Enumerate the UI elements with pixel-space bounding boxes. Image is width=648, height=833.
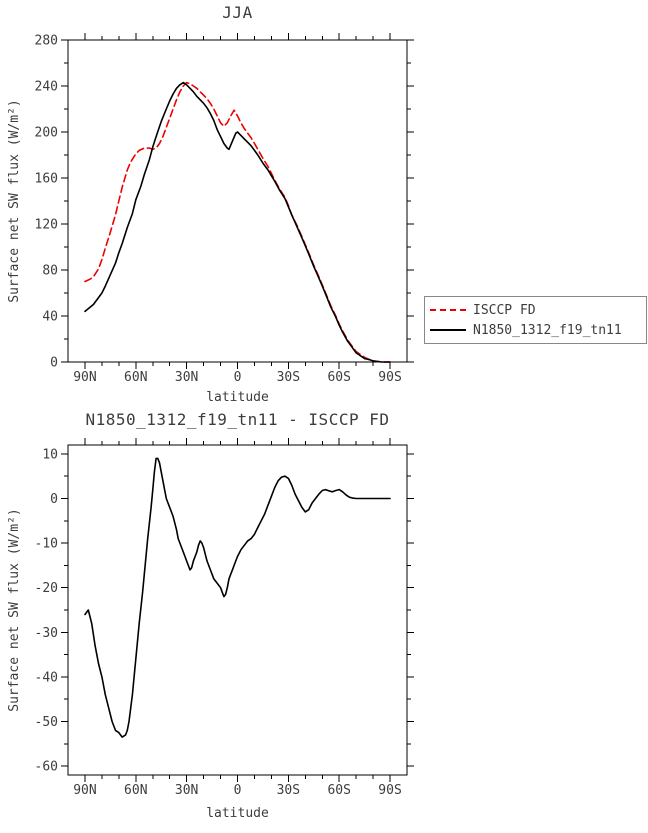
x-tick-label: 30N — [175, 783, 198, 798]
legend-solid-black-line-icon — [430, 329, 466, 331]
legend-label-isccp-fd: ISCCP FD — [473, 302, 536, 318]
x-tick-label: 90S — [378, 370, 401, 385]
jja-x-axis-label: latitude — [206, 390, 269, 405]
x-tick-label: 0 — [234, 370, 242, 385]
series-line — [84, 457, 391, 738]
y-tick-label: 40 — [42, 310, 58, 325]
legend-item-model: N1850_1312_f19_tn11 — [430, 323, 641, 338]
y-tick-label: -30 — [35, 626, 58, 641]
diff-chart-title: N1850_1312_f19_tn11 - ISCCP FD — [85, 410, 390, 429]
y-tick-label: 0 — [50, 492, 58, 507]
y-tick-label: 80 — [42, 264, 58, 279]
jja-chart-plot: 90N 60N 30N 0 30S 60S 90S 0 40 80 120 160 200 240 280 — [35, 33, 414, 385]
series-line — [84, 81, 391, 363]
x-tick-label: 60N — [124, 370, 147, 385]
x-tick-label: 30S — [277, 783, 300, 798]
plot-frame — [67, 444, 408, 776]
x-tick-label: 30S — [277, 370, 300, 385]
x-tick-label: 60N — [124, 783, 147, 798]
x-tick-label: 90S — [378, 783, 401, 798]
y-tick-label: -10 — [35, 537, 58, 552]
y-tick-label: 240 — [35, 80, 58, 95]
chart-legend: ISCCP FD N1850_1312_f19_tn11 — [424, 296, 647, 344]
y-tick-label: 120 — [35, 218, 58, 233]
diff-x-axis-label: latitude — [206, 806, 269, 821]
y-tick-label: -20 — [35, 581, 58, 596]
y-tick-label: 10 — [42, 447, 58, 462]
x-tick-label: 90N — [73, 370, 96, 385]
legend-dashed-red-line-icon — [430, 309, 466, 311]
y-tick-label: 160 — [35, 172, 58, 187]
series-line — [84, 81, 391, 363]
x-tick-label: 90N — [73, 783, 96, 798]
y-tick-label: 200 — [35, 126, 58, 141]
y-tick-label: -40 — [35, 670, 58, 685]
x-tick-label: 0 — [234, 783, 242, 798]
y-tick-label: -50 — [35, 715, 58, 730]
diff-chart-plot: 90N 60N 30N 0 30S 60S 90S -60 -50 -40 -30 -20 -10 0 10 — [35, 438, 414, 798]
legend-label-model: N1850_1312_f19_tn11 — [473, 322, 622, 338]
x-tick-label: 60S — [327, 783, 350, 798]
y-tick-label: 0 — [50, 356, 58, 371]
y-tick-label: 280 — [35, 34, 58, 49]
jja-chart-title: JJA — [222, 3, 253, 22]
legend-item-isccp-fd: ISCCP FD — [430, 303, 641, 318]
x-tick-label: 30N — [175, 370, 198, 385]
x-tick-label: 60S — [327, 370, 350, 385]
y-tick-label: -60 — [35, 760, 58, 775]
